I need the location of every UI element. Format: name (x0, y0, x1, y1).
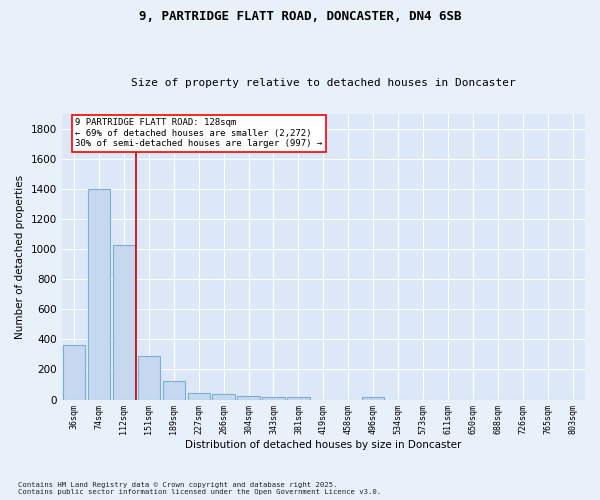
Y-axis label: Number of detached properties: Number of detached properties (15, 174, 25, 338)
Text: 9 PARTRIDGE FLATT ROAD: 128sqm
← 69% of detached houses are smaller (2,272)
30% : 9 PARTRIDGE FLATT ROAD: 128sqm ← 69% of … (76, 118, 323, 148)
Bar (188, 393, 210, 400)
Bar (362, 398, 385, 400)
Bar (113, 244, 135, 400)
Bar (287, 398, 310, 400)
Text: 9, PARTRIDGE FLATT ROAD, DONCASTER, DN4 6SB: 9, PARTRIDGE FLATT ROAD, DONCASTER, DN4 … (139, 10, 461, 23)
Title: Size of property relative to detached houses in Doncaster: Size of property relative to detached ho… (131, 78, 516, 88)
X-axis label: Distribution of detached houses by size in Doncaster: Distribution of detached houses by size … (185, 440, 461, 450)
Bar (262, 396, 285, 400)
Bar (212, 394, 235, 400)
Bar (63, 346, 85, 400)
Text: Contains HM Land Registry data © Crown copyright and database right 2025.
Contai: Contains HM Land Registry data © Crown c… (18, 482, 381, 495)
Bar (137, 356, 160, 400)
Bar (163, 381, 185, 400)
Bar (88, 189, 110, 400)
Bar (238, 396, 260, 400)
